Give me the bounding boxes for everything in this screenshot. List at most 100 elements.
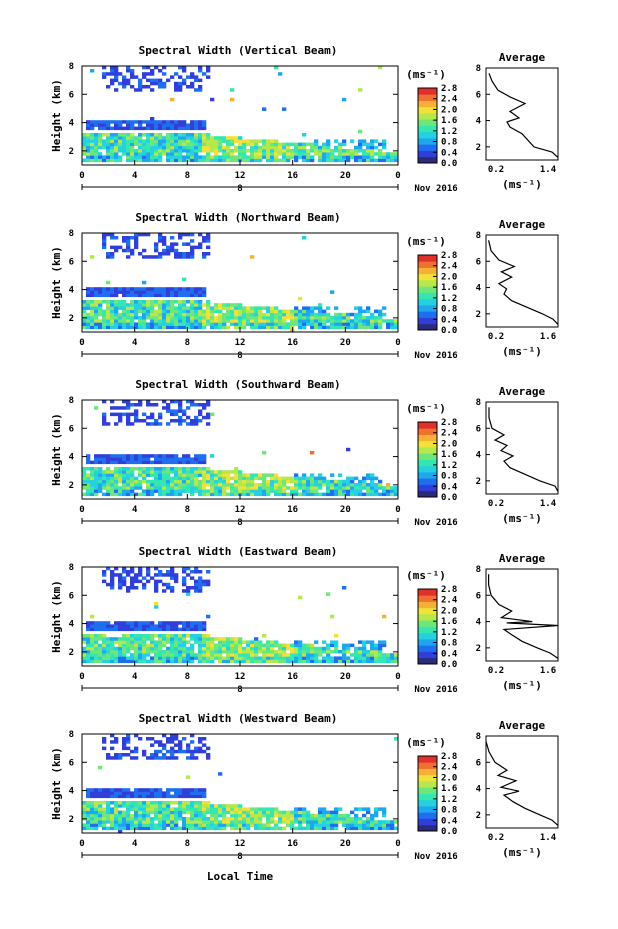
heatmap-cell [186,473,191,477]
heatmap-cell [270,309,275,314]
heatmap-cell [206,139,211,143]
heatmap-cell [186,627,191,632]
heatmap-cell [230,823,235,827]
heatmap-cell [118,579,123,584]
heatmap-cell [174,470,179,474]
heatmap-cell [198,232,203,237]
heatmap-cell [110,149,115,153]
heatmap-cell [234,158,239,163]
colorbar-segment [418,94,437,101]
heatmap-cell [210,316,215,320]
heatmap-cell [130,126,135,131]
heatmap-cell [190,794,195,799]
heatmap-cell [166,406,171,410]
heatmap-cell [126,740,131,744]
heatmap-cell [182,737,187,741]
heatmap-cell [314,817,319,821]
heatmap-cell [162,473,167,477]
heatmap-cell [146,457,151,461]
heatmap-cell [174,743,179,747]
heatmap-cell [182,801,187,805]
heatmap-cell [202,319,207,323]
heatmap-cell [146,566,151,571]
heatmap-cell [134,309,139,314]
heatmap-cell [154,817,159,821]
heatmap-cell [198,149,203,153]
heatmap-cell [258,810,263,815]
heatmap-cell [206,319,211,323]
heatmap-cell [386,152,391,156]
x-tick-label: 20 [340,338,351,348]
heatmap-cell [226,810,231,815]
heatmap-cell [158,454,163,458]
heatmap-cell [210,319,215,323]
heatmap-cell [206,570,211,574]
heatmap-cell [326,813,331,818]
heatmap-cell [242,325,247,330]
heatmap-cell [198,646,203,651]
heatmap-cell [302,142,307,147]
heatmap-cell [202,492,207,497]
heatmap-cell [106,155,111,159]
heatmap-cell [270,656,275,660]
heatmap-cell [154,473,159,477]
heatmap-cell [274,813,279,818]
heatmap-cell [90,158,95,163]
heatmap-cell [350,489,355,493]
heatmap-cell [122,133,127,137]
heatmap-cell [122,120,127,124]
heatmap-cell [126,133,131,137]
heatmap-cell [238,637,243,641]
heatmap-cell [146,823,151,827]
heatmap-cell [166,473,171,477]
heatmap-cell [190,479,195,484]
heatmap-cell [170,576,175,580]
heatmap-cell [214,473,219,477]
heatmap-cell [118,245,123,250]
heatmap-cell [186,589,191,593]
heatmap-cell [162,794,167,799]
heatmap-cell [178,810,183,815]
heatmap-cell [198,145,203,150]
heatmap-cell [150,791,155,795]
heatmap-cell [170,312,175,317]
heatmap-cell [198,659,203,664]
heatmap-cell [158,640,163,644]
heatmap-cell [186,306,191,310]
heatmap-cell [194,486,199,490]
heatmap-cell [174,319,179,323]
colorbar-tick-label: 2.4 [441,763,458,773]
heatmap-cell [146,659,151,664]
heatmap-cell [194,804,199,808]
heatmap-cell [346,823,351,827]
heatmap-cell [202,290,207,294]
average-y-tick-label: 6 [476,90,481,100]
average-profile-line [485,741,559,826]
heatmap-cell [314,483,319,487]
heatmap-cell [310,306,315,310]
heatmap-cell [170,454,175,458]
heatmap-cell [250,810,255,815]
heatmap-cell [318,309,323,314]
heatmap-cell [222,489,227,493]
heatmap-cell [338,489,343,493]
heatmap-cell [178,788,183,792]
heatmap-cell [114,454,119,458]
heatmap-cell [206,826,211,831]
heatmap-cell [94,309,99,314]
heatmap-cell [126,801,131,805]
heatmap-cell [182,650,187,654]
heatmap-cell [190,139,195,143]
heatmap-cell [170,640,175,644]
panel-2: Spectral Width (Southward Beam)2468Heigh… [50,378,559,528]
heatmap-cell [138,120,143,124]
heatmap-cell [242,312,247,317]
average-unit: (ms⁻¹) [502,178,542,191]
heatmap-cell [286,810,291,815]
heatmap-cell [266,155,271,159]
heatmap-cell [306,659,311,664]
heatmap-cell [334,158,339,163]
heatmap-cell [158,791,163,795]
heatmap-cell [162,656,167,660]
heatmap-cell [98,300,103,304]
